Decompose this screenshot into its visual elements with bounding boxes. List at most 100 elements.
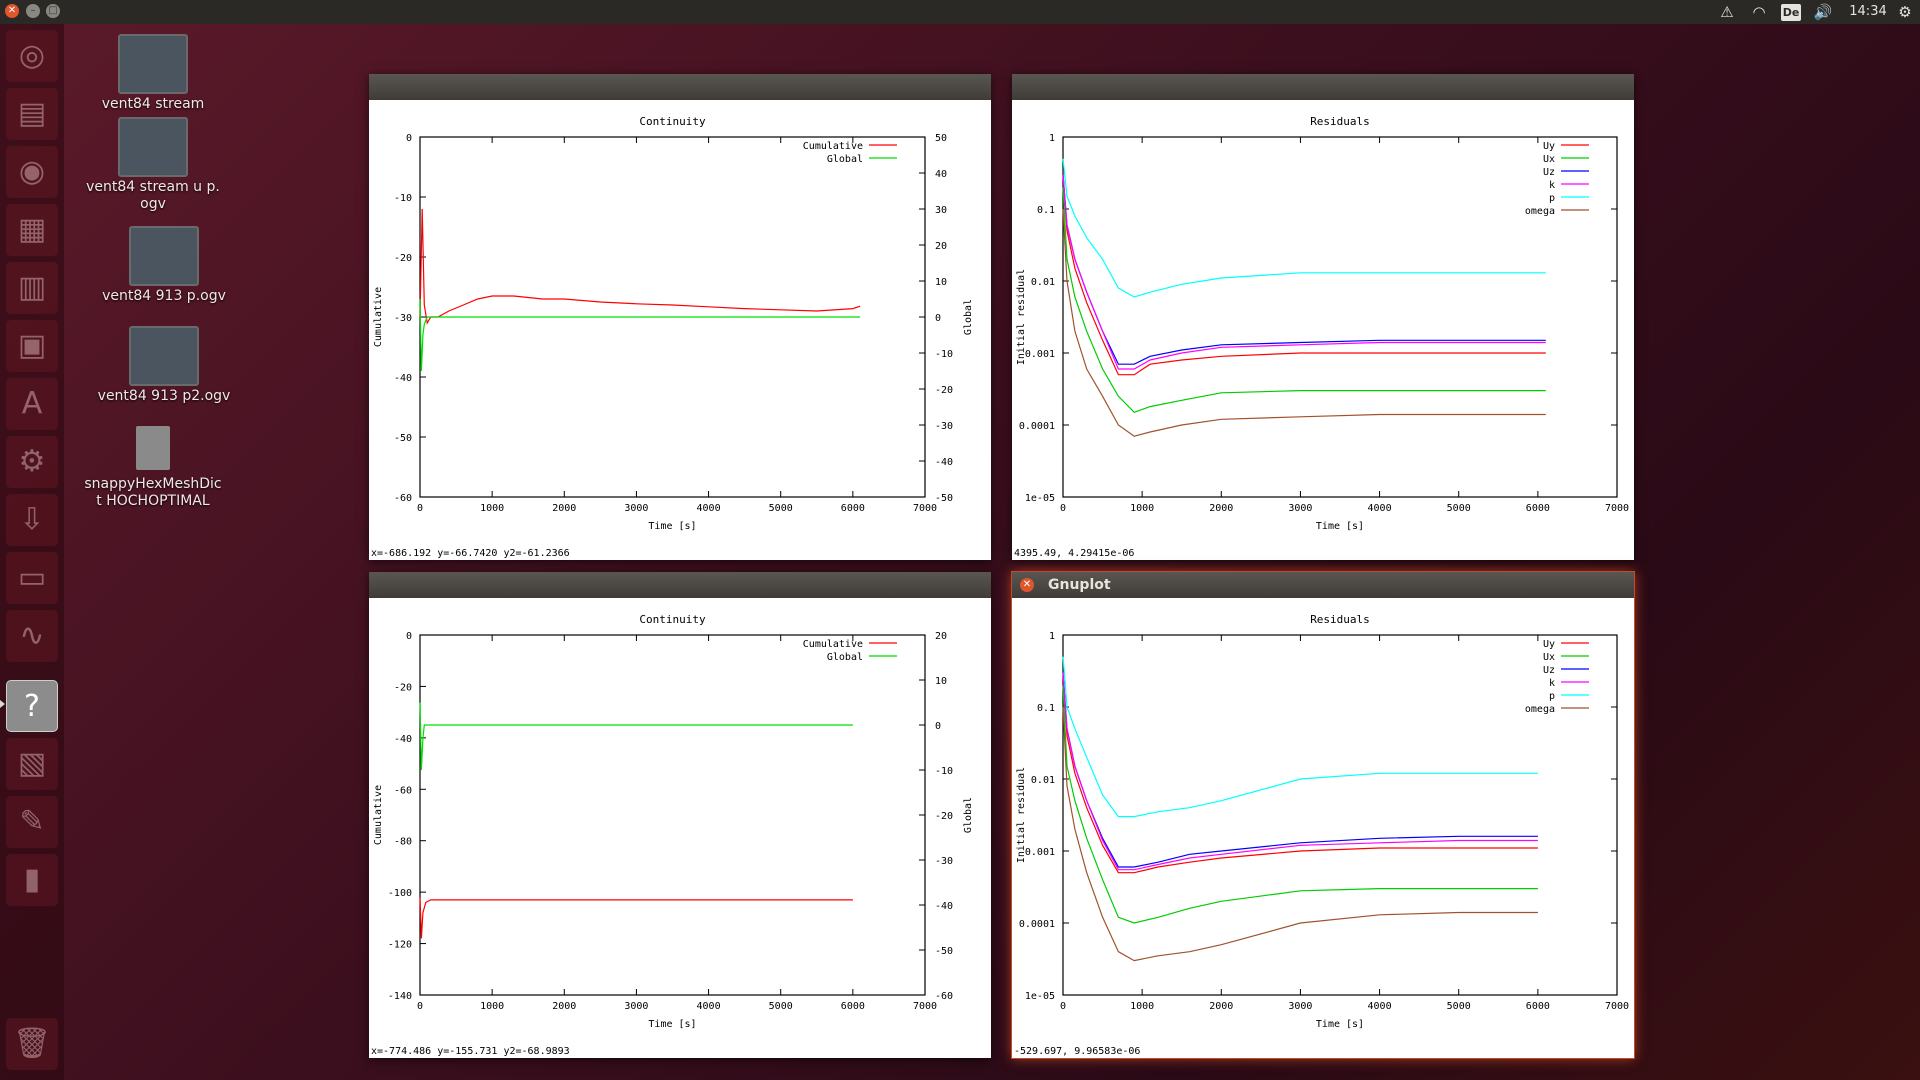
- series-line-uy: [1062, 672, 1538, 874]
- help-icon[interactable]: ?: [6, 680, 58, 732]
- calc-icon[interactable]: ▥: [6, 262, 58, 314]
- video-thumbnail-icon: [118, 117, 188, 177]
- usb-drive-icon[interactable]: ▮: [6, 854, 58, 906]
- gnuplot-window[interactable]: Residuals 0 1000 2000 3000 4000 5000 6000 7000 1 0…: [1012, 74, 1634, 560]
- window-titlebar[interactable]: [369, 572, 991, 598]
- window-titlebar[interactable]: ✕ Gnuplot: [1012, 572, 1634, 598]
- series-line-cumulative: [419, 208, 861, 325]
- plot-frame: [419, 634, 926, 996]
- x-tick-label: 1000: [480, 503, 504, 514]
- desktop-file[interactable]: vent84 stream u.ogv: [83, 34, 223, 130]
- document-icon: [136, 426, 170, 470]
- wifi-icon[interactable]: ◠: [1752, 3, 1766, 21]
- clock[interactable]: 14:34: [1849, 4, 1887, 19]
- legend-label: k: [1549, 180, 1555, 191]
- y2-tick-label: -20: [935, 811, 953, 822]
- y2-tick-label: -60: [935, 991, 953, 1002]
- y-tick-label: -80: [394, 837, 412, 848]
- legend-label: omega: [1525, 206, 1555, 217]
- files-icon[interactable]: ▤: [6, 88, 58, 140]
- close-icon[interactable]: ✕: [1020, 578, 1034, 592]
- desktop-file[interactable]: vent84 stream u p. ogv: [83, 117, 223, 213]
- y-tick-label: 0: [406, 133, 412, 144]
- y2-tick-label: -30: [935, 421, 953, 432]
- ubuntu-logo-icon[interactable]: ◎: [6, 30, 58, 82]
- downloads-icon[interactable]: ⇩: [6, 494, 58, 546]
- residuals-chart[interactable]: Residuals 0 1000 2000 3000 4000 5000 6000 7000 1 0…: [1012, 100, 1634, 534]
- trash-icon[interactable]: 🗑: [6, 1018, 58, 1070]
- text-editor-icon[interactable]: ✎: [6, 796, 58, 848]
- impress-icon[interactable]: ▣: [6, 320, 58, 372]
- legend-label: k: [1549, 678, 1555, 689]
- y-tick-label: 1e-05: [1025, 991, 1055, 1002]
- terminal-icon[interactable]: ▭: [6, 552, 58, 604]
- y-tick-label: 1: [1049, 133, 1055, 144]
- plot-frame: [1062, 136, 1618, 498]
- settings-icon[interactable]: ⚙: [6, 436, 58, 488]
- x-tick-label: 7000: [913, 1001, 937, 1012]
- desktop-file[interactable]: snappyHexMeshDic t HOCHOPTIMAL: [83, 426, 223, 510]
- x-tick-label: 7000: [1605, 503, 1629, 514]
- continuity-chart[interactable]: Continuity 0 1000 2000 3000 4000 5000 6000 7000 0…: [369, 100, 991, 534]
- legend-label: Uz: [1543, 665, 1555, 676]
- y-tick-label: 0.01: [1031, 277, 1055, 288]
- series-line-global: [419, 702, 853, 771]
- y-tick-label: 1: [1049, 631, 1055, 642]
- gnuplot-window[interactable]: Continuity 0 1000 2000 3000 4000 5000 6000 7000 0…: [369, 572, 991, 1058]
- y-tick-label: -140: [388, 991, 412, 1002]
- x-tick-label: 3000: [624, 1001, 648, 1012]
- minimize-icon[interactable]: –: [26, 4, 40, 18]
- y2-tick-label: -50: [935, 493, 953, 504]
- y-tick-label: -50: [394, 433, 412, 444]
- x-axis-label: Time [s]: [1316, 521, 1364, 532]
- y-tick-label: 0.01: [1031, 775, 1055, 786]
- residuals-chart[interactable]: Residuals 0 1000 2000 3000 4000 5000 6000 7000 1 0…: [1012, 598, 1634, 1032]
- y2-tick-label: 50: [935, 133, 947, 144]
- y2-tick-label: -30: [935, 856, 953, 867]
- gear-icon[interactable]: ⚙: [1898, 3, 1912, 21]
- series-line-uz: [1062, 174, 1546, 365]
- keyboard-layout-icon[interactable]: De: [1781, 4, 1801, 21]
- x-tick-label: 6000: [1526, 503, 1550, 514]
- running-indicator: [0, 700, 5, 708]
- status-readout: x=-774.486 y=-155.731 y2=-68.9893: [371, 1046, 570, 1057]
- x-tick-label: 4000: [1368, 1001, 1392, 1012]
- x-tick-label: 5000: [769, 503, 793, 514]
- window-titlebar[interactable]: [369, 74, 991, 100]
- writer-icon[interactable]: ▦: [6, 204, 58, 256]
- y-tick-label: -100: [388, 888, 412, 899]
- y2-tick-label: -50: [935, 946, 953, 957]
- y-tick-label: 0.0001: [1019, 421, 1055, 432]
- system-monitor-icon[interactable]: ∿: [6, 610, 58, 662]
- volume-icon[interactable]: 🔊: [1813, 3, 1833, 21]
- x-tick-label: 2000: [552, 1001, 576, 1012]
- gnuplot-window[interactable]: Continuity 0 1000 2000 3000 4000 5000 6000 7000 0…: [369, 74, 991, 560]
- desktop-file[interactable]: vent84 913 p2.ogv: [94, 326, 234, 405]
- maximize-icon[interactable]: □: [46, 4, 60, 18]
- desktop-file-label: snappyHexMeshDic t HOCHOPTIMAL: [84, 476, 222, 509]
- close-icon[interactable]: ✕: [5, 4, 19, 18]
- series-line-global: [419, 298, 861, 372]
- desktop-file-label: vent84 913 p.ogv: [102, 288, 226, 304]
- x-tick-label: 4000: [697, 503, 721, 514]
- x-tick-label: 6000: [1526, 1001, 1550, 1012]
- launcher: ◎ ▤ ◉ ▦ ▥ ▣ A ⚙ ⇩ ▭ ∿ ? ▧ ✎ ▮ 🗑: [0, 24, 64, 1080]
- x-tick-label: 7000: [1605, 1001, 1629, 1012]
- gnuplot-window[interactable]: ✕ Gnuplot Residuals 0 1000 2000 3000 4000 5000…: [1012, 572, 1634, 1058]
- x-tick-label: 0: [417, 503, 423, 514]
- x-axis-label: Time [s]: [648, 521, 696, 532]
- x-tick-label: 3000: [1288, 1001, 1312, 1012]
- x-tick-label: 0: [417, 1001, 423, 1012]
- software-center-icon[interactable]: A: [6, 378, 58, 430]
- chart-title: Residuals: [1310, 613, 1370, 626]
- warning-icon[interactable]: ⚠: [1720, 3, 1734, 21]
- app-icon[interactable]: ▧: [6, 738, 58, 790]
- desktop-file[interactable]: vent84 913 p.ogv: [94, 226, 234, 305]
- firefox-icon[interactable]: ◉: [6, 146, 58, 198]
- window-titlebar[interactable]: [1012, 74, 1634, 100]
- x-tick-label: 2000: [1209, 1001, 1233, 1012]
- plot-frame: [1062, 634, 1618, 996]
- continuity-chart[interactable]: Continuity 0 1000 2000 3000 4000 5000 6000 7000 0…: [369, 598, 991, 1032]
- x-tick-label: 5000: [769, 1001, 793, 1012]
- legend-label: Global: [827, 652, 863, 663]
